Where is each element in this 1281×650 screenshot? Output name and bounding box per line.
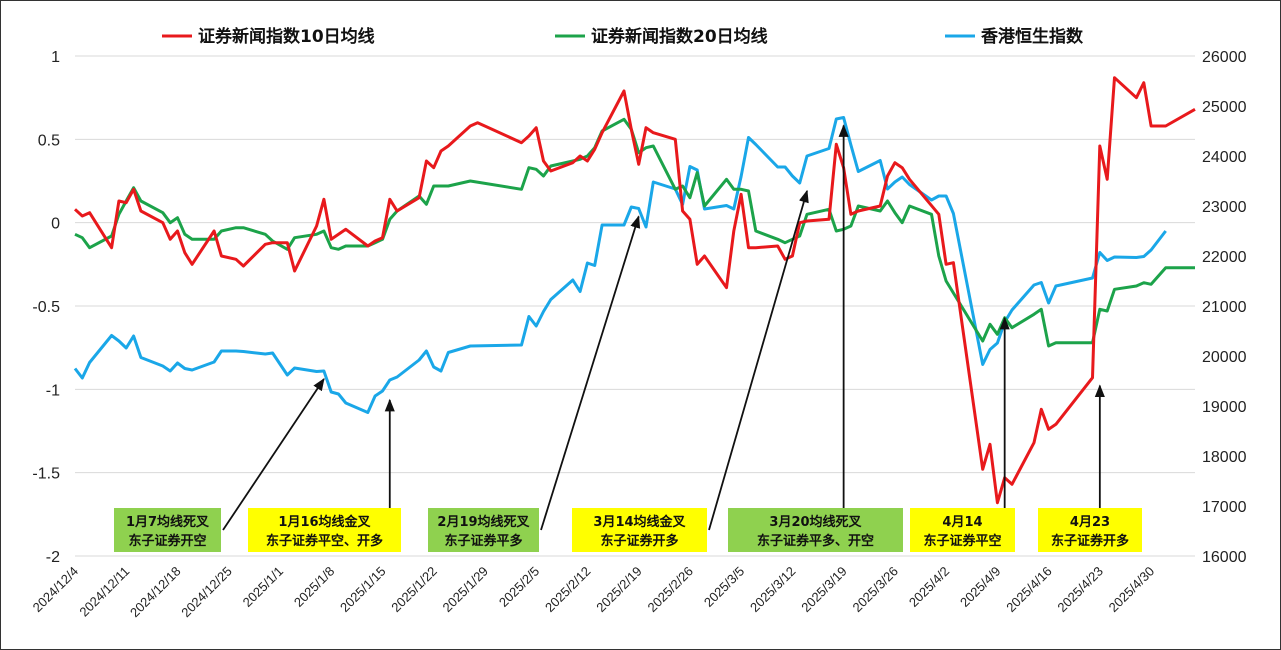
y-right-tick-label: 24000 xyxy=(1202,149,1247,166)
x-tick-label: 2025/2/5 xyxy=(496,564,542,610)
series-line xyxy=(73,116,1167,414)
annotation-action: 东子证券开空 xyxy=(128,533,206,549)
annotation-title: 3月14均线金叉 xyxy=(593,514,686,530)
legend-label: 香港恒生指数 xyxy=(981,26,1084,47)
x-tick-label: 2025/2/19 xyxy=(593,564,645,616)
y-right-tick-label: 25000 xyxy=(1202,99,1247,116)
legend-label: 证券新闻指数10日均线 xyxy=(198,26,375,47)
x-tick-label: 2025/4/2 xyxy=(906,564,952,610)
y-right-tick-label: 21000 xyxy=(1202,299,1247,316)
annotation-action: 东子证券平空 xyxy=(923,533,1001,549)
x-tick-label: 2025/4/23 xyxy=(1054,564,1106,616)
legend: 证券新闻指数10日均线 证券新闻指数20日均线 香港恒生指数 xyxy=(162,26,1084,47)
x-tick-label: 2025/2/12 xyxy=(542,564,594,616)
annotation-title: 3月20均线死叉 xyxy=(769,514,862,530)
annotation-title: 1月7均线死叉 xyxy=(126,514,210,530)
y-left-tick-label: -2 xyxy=(46,549,60,566)
annotation-box xyxy=(728,508,903,552)
annotation-title: 2月19均线死叉 xyxy=(437,514,530,530)
y-left-tick-label: -1 xyxy=(46,382,60,399)
annotation-action: 东子证券平空、开多 xyxy=(266,533,383,549)
y-right-tick-label: 20000 xyxy=(1202,349,1247,366)
annotation-box xyxy=(428,508,539,552)
annotation-arrow xyxy=(222,377,325,531)
x-tick-label: 2025/1/8 xyxy=(291,564,337,610)
x-tick-label: 2025/1/15 xyxy=(337,564,389,616)
annotation-title: 4月23 xyxy=(1070,515,1110,530)
y-left-tick-label: 0 xyxy=(51,216,60,233)
annotation-title: 4月14 xyxy=(942,515,982,530)
y-left-tick-label: 1 xyxy=(51,49,60,66)
legend-label: 证券新闻指数20日均线 xyxy=(591,26,768,47)
y-left-axis: 1 0.5 0 -0.5 -1 -1.5 -2 xyxy=(32,49,60,566)
annotation-arrows xyxy=(222,124,1105,531)
y-left-tick-label: 0.5 xyxy=(38,132,60,149)
y-left-tick-label: -0.5 xyxy=(32,299,60,316)
y-left-tick-label: -1.5 xyxy=(32,466,60,483)
x-tick-label: 2025/3/12 xyxy=(747,564,799,616)
annotation-box xyxy=(248,508,401,552)
annotation-box xyxy=(910,508,1015,552)
y-right-tick-label: 16000 xyxy=(1202,549,1247,566)
y-right-tick-label: 19000 xyxy=(1202,399,1247,416)
x-tick-label: 2025/3/26 xyxy=(849,564,901,616)
series-layer xyxy=(73,76,1196,505)
annotation-boxes: 1月7均线死叉东子证券开空1月16均线金叉东子证券平空、开多2月19均线死叉东子… xyxy=(114,508,1142,552)
y-right-tick-label: 18000 xyxy=(1202,449,1247,466)
grid xyxy=(75,55,1195,557)
annotation-arrow xyxy=(540,215,641,531)
x-tick-label: 2025/4/16 xyxy=(1003,564,1055,616)
x-tick-label: 2025/4/30 xyxy=(1106,564,1158,616)
x-tick-label: 2024/12/25 xyxy=(178,564,235,621)
x-tick-label: 2025/2/26 xyxy=(645,564,697,616)
annotation-box xyxy=(572,508,707,552)
x-tick-label: 2024/12/11 xyxy=(76,564,132,620)
x-tick-label: 2025/1/22 xyxy=(388,564,440,616)
x-tick-label: 2025/1/1 xyxy=(240,564,286,610)
y-right-tick-label: 22000 xyxy=(1202,249,1247,266)
annotation-arrow xyxy=(708,189,809,531)
y-right-tick-label: 26000 xyxy=(1202,49,1247,66)
annotation-action: 东子证券平多 xyxy=(444,533,522,549)
x-tick-label: 2025/1/29 xyxy=(440,564,492,616)
annotation-action: 东子证券平多、开空 xyxy=(757,533,874,549)
annotation-box xyxy=(114,508,221,552)
annotation-box xyxy=(1038,508,1142,552)
x-tick-label: 2025/4/9 xyxy=(957,564,1003,610)
annotation-action: 东子证券开多 xyxy=(600,533,678,549)
annotation-action: 东子证券开多 xyxy=(1051,533,1129,549)
series-line xyxy=(73,76,1196,505)
y-right-axis: 26000 25000 24000 23000 22000 21000 20000 19000… xyxy=(1202,49,1247,566)
x-tick-label: 2024/12/4 xyxy=(30,564,82,616)
x-tick-label: 2024/12/18 xyxy=(127,564,184,621)
x-tick-label: 2025/3/5 xyxy=(701,564,747,610)
x-tick-label: 2025/3/19 xyxy=(798,564,850,616)
annotation-title: 1月16均线金叉 xyxy=(278,514,371,530)
y-right-tick-label: 23000 xyxy=(1202,199,1247,216)
y-right-tick-label: 17000 xyxy=(1202,499,1247,516)
